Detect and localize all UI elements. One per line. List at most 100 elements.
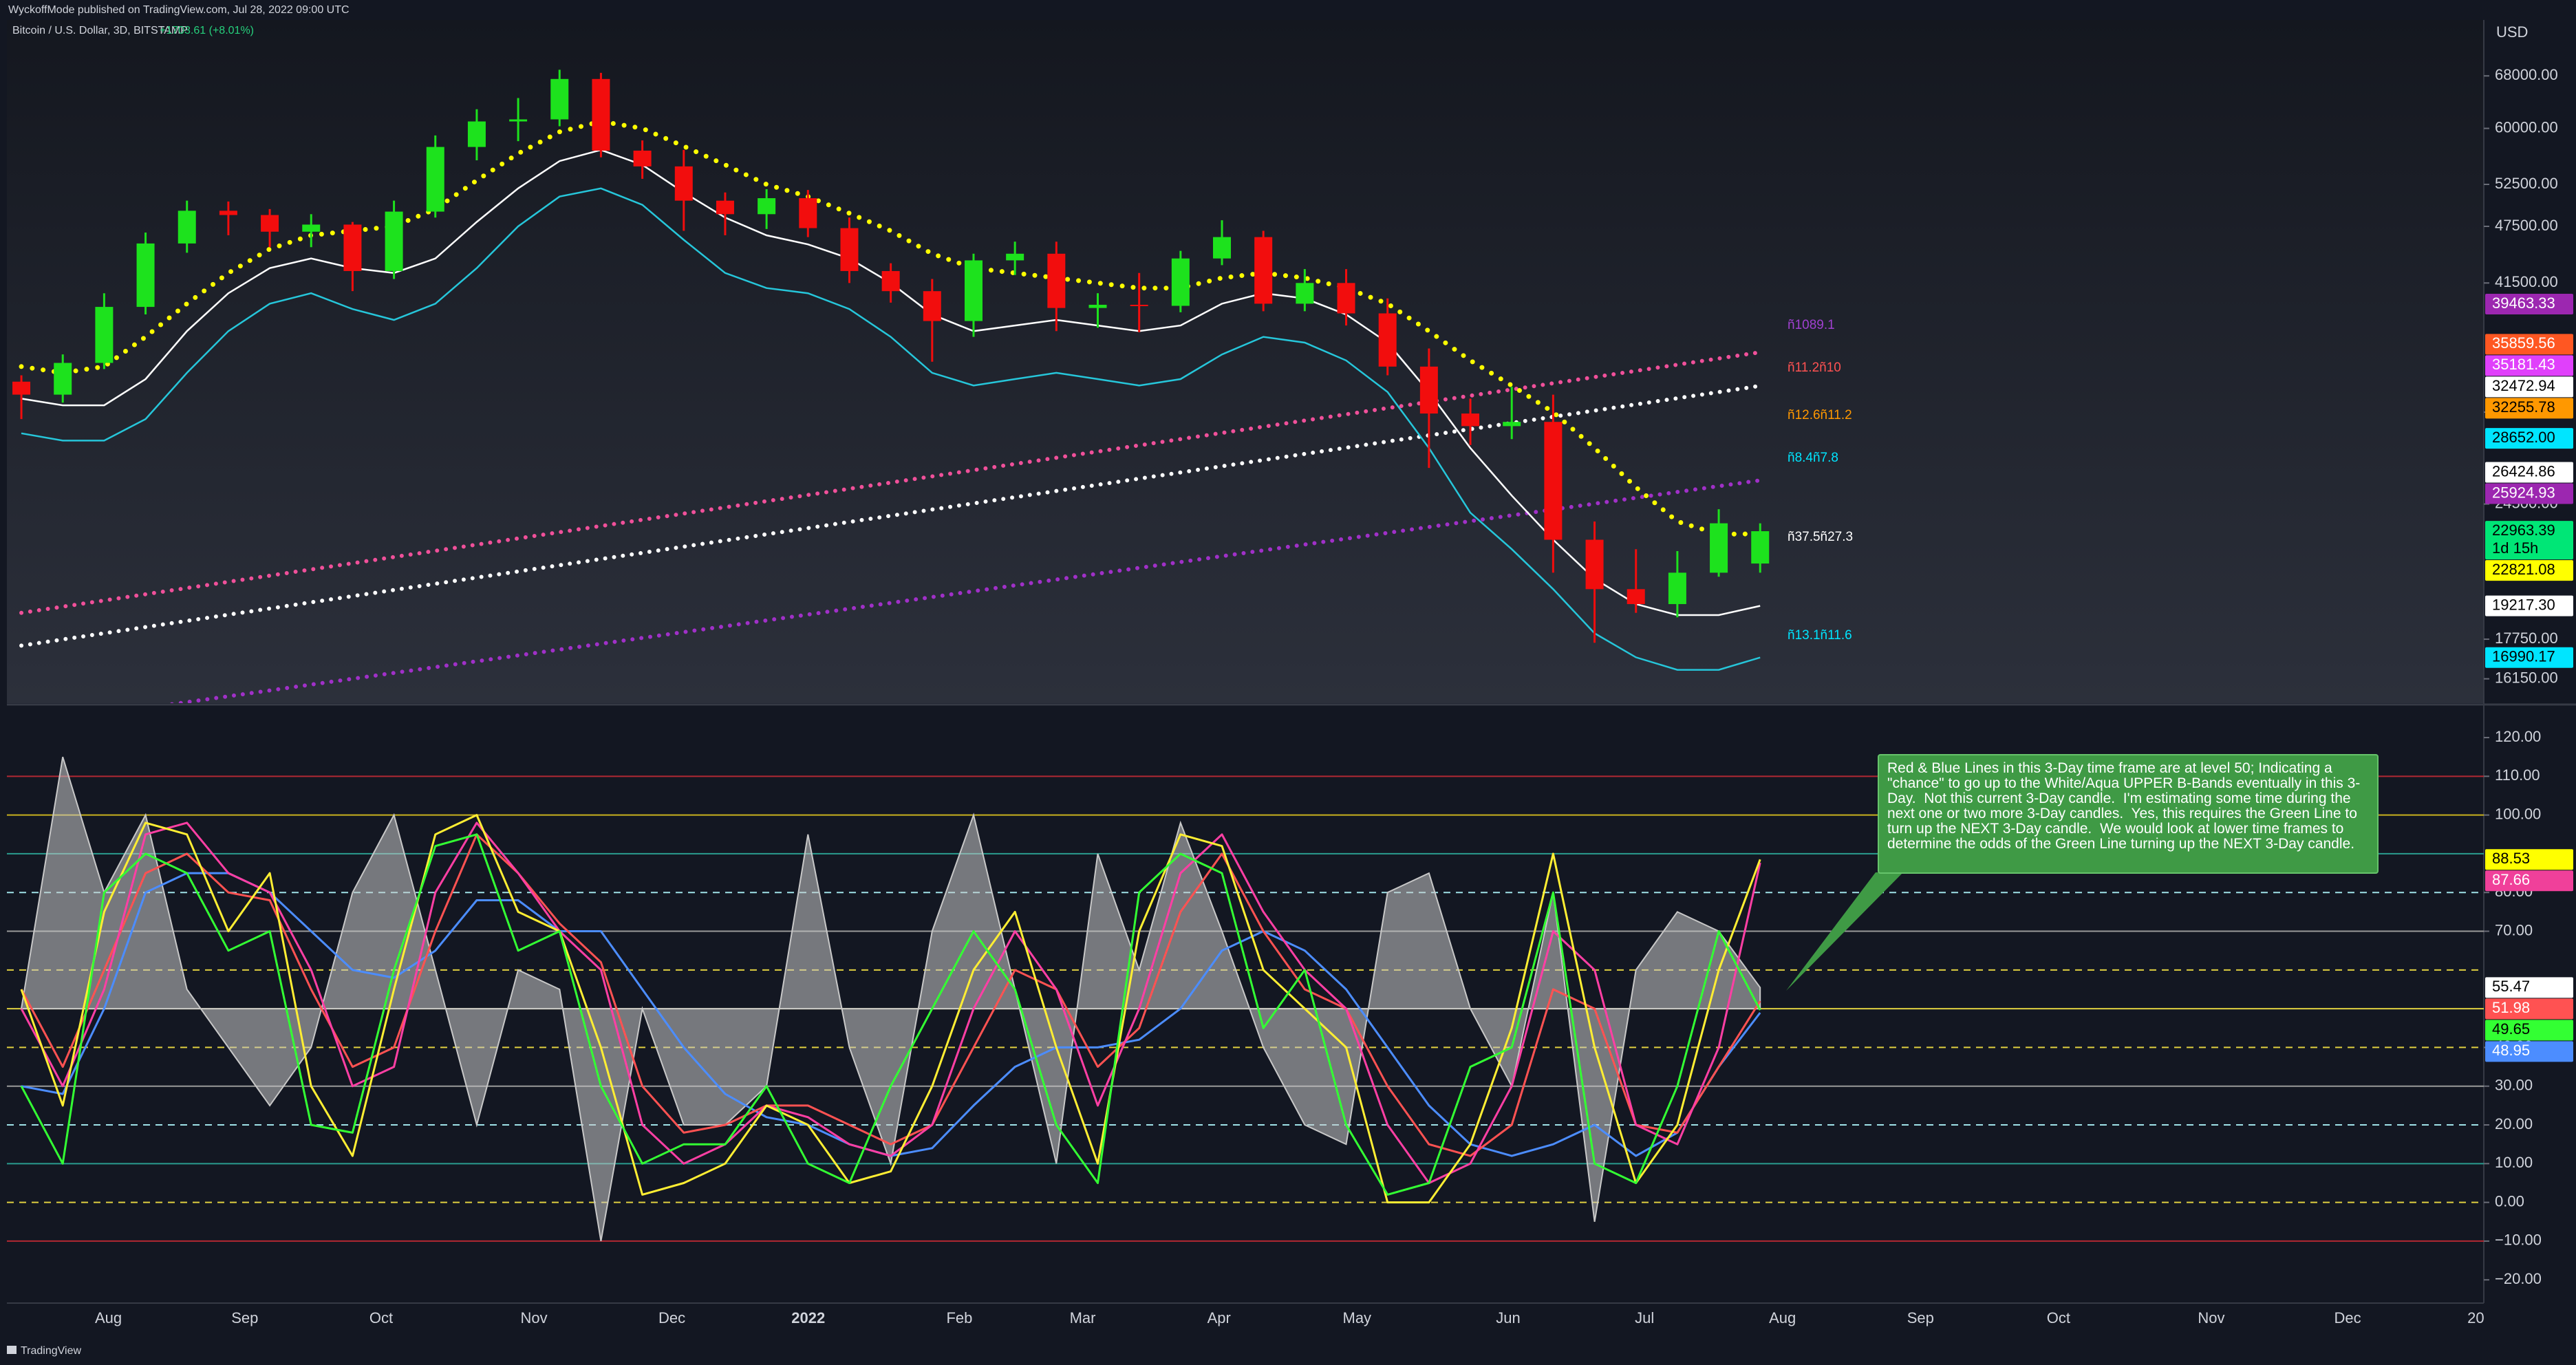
y-tick-label: 60000.00: [2495, 118, 2558, 136]
oscillator-line: [20, 833, 1761, 1157]
candle-body: [1751, 531, 1770, 564]
x-tick-label: Jul: [1635, 1309, 1654, 1326]
trend-line: [19, 350, 1763, 615]
x-tick-label: Feb: [946, 1309, 972, 1326]
pane-label: ñ12.6ñ11.2: [1788, 408, 1852, 422]
candle-body: [1213, 237, 1232, 259]
logo: [7, 1346, 17, 1354]
price-plot: [12, 69, 1770, 703]
value-label: 35859.56: [2492, 334, 2555, 352]
value-label-box: [2485, 521, 2573, 560]
candle-body: [1585, 539, 1604, 590]
candle-body: [1130, 304, 1148, 306]
value-label: 22821.08: [2492, 561, 2555, 578]
change: +1703.61 (+8.01%): [160, 25, 254, 36]
pane-label: ñ37.5ñ27.3: [1788, 530, 1853, 544]
value-label-box: [2485, 977, 2573, 998]
oscillator-line: [20, 833, 1761, 1196]
candle-body: [509, 119, 528, 122]
candle-body: [1254, 237, 1273, 304]
x-tick-label: 20: [2467, 1309, 2484, 1326]
value-label: 35181.43: [2492, 356, 2555, 373]
candle-body: [1006, 253, 1024, 261]
candle-body: [385, 211, 403, 271]
x-tick-label: Dec: [2334, 1309, 2361, 1326]
value-label: 88.53: [2492, 850, 2530, 867]
y-tick-label: −20.00: [2495, 1270, 2542, 1287]
y-tick-label: 120.00: [2495, 728, 2541, 745]
value-label: 16990.17: [2492, 648, 2555, 665]
value-label: 87.66: [2492, 871, 2530, 888]
value-label: 32255.78: [2492, 398, 2555, 416]
x-tick-label: Nov: [520, 1309, 547, 1326]
candle-body: [881, 270, 900, 292]
oscillator-line: [20, 814, 1761, 1204]
candle-body: [219, 211, 237, 215]
value-label: 39463.33: [2492, 294, 2555, 312]
x-tick-label: Dec: [658, 1309, 685, 1326]
y-tick-label: 10.00: [2495, 1154, 2533, 1171]
candle-body: [923, 291, 941, 321]
pane-label: ñ13.1ñ11.6: [1788, 628, 1852, 643]
x-tick-label: Mar: [1070, 1309, 1096, 1326]
candle-body: [550, 78, 569, 120]
y-tick-label: 110.00: [2495, 766, 2540, 784]
x-tick-label: Oct: [2047, 1309, 2070, 1326]
y-tick-label: −10.00: [2495, 1232, 2542, 1249]
value-label-box: [2485, 1041, 2573, 1062]
value-label-box: [2485, 595, 2573, 616]
value-label-box: [2485, 462, 2573, 483]
value-label-box: [2485, 483, 2573, 504]
value-label: 28652.00: [2492, 429, 2555, 446]
histogram-area: [21, 756, 1761, 1242]
callout-pointer: [1786, 872, 1903, 991]
y-tick-label: 52500.00: [2495, 175, 2558, 192]
x-tick-label: Sep: [231, 1309, 258, 1326]
x-tick-label: Nov: [2198, 1309, 2224, 1326]
y-tick-label: 17750.00: [2495, 630, 2558, 647]
y-tick-label: 68000.00: [2495, 66, 2558, 83]
pane-label: ñ8.4ñ7.8: [1788, 451, 1838, 465]
x-tick-label: 2022: [791, 1309, 825, 1326]
value-label-box: [2485, 398, 2573, 419]
band-line: [21, 187, 1761, 671]
candle-body: [674, 166, 693, 201]
y-tick-label: 41500.00: [2495, 273, 2558, 290]
x-tick-label: May: [1343, 1309, 1372, 1326]
candle-body: [302, 224, 321, 232]
candle-body: [178, 211, 196, 244]
axes: 68000.00 60000.00 52500.00 47500.00 41500.00…: [95, 66, 2573, 1326]
value-label-box: [2485, 560, 2573, 581]
candle-body: [1710, 523, 1728, 573]
value-label-box: [2485, 998, 2573, 1020]
oscillator-plot: [7, 756, 2484, 1242]
oscillator-line: [20, 821, 1761, 1184]
candle-body: [592, 78, 610, 151]
candle-body: [1378, 313, 1397, 367]
value-label: 32472.94: [2492, 377, 2555, 394]
value-label-box: [2485, 647, 2573, 668]
candle-body: [136, 243, 155, 308]
value-label-box: [2485, 355, 2573, 376]
candle-body: [1419, 366, 1438, 414]
y-tick-label: 70.00: [2495, 921, 2533, 938]
y-tick-label: 100.00: [2495, 805, 2541, 822]
annotation: Red & Blue Lines in this 3-Day time fram…: [1878, 754, 2379, 874]
x-tick-label: Apr: [1208, 1309, 1231, 1326]
candle-body: [1296, 283, 1314, 304]
symbol: Bitcoin / U.S. Dollar, 3D, BITSTAMP: [12, 25, 188, 36]
x-tick-label: Oct: [369, 1309, 393, 1326]
value-label: 51.98: [2492, 999, 2530, 1016]
candle-body: [1503, 422, 1521, 427]
pane-label: ñ1089.1: [1788, 318, 1835, 332]
value-label-box: [2485, 1020, 2573, 1041]
candle-body: [1668, 572, 1686, 605]
x-tick-label: Sep: [1907, 1309, 1934, 1326]
value-label-box: [2485, 428, 2573, 449]
candle-body: [95, 307, 114, 363]
footer: TradingView: [21, 1345, 81, 1357]
candle-body: [467, 121, 486, 147]
pane-label: ñ11.2ñ10: [1788, 361, 1841, 375]
value-label: 19217.30: [2492, 596, 2555, 613]
